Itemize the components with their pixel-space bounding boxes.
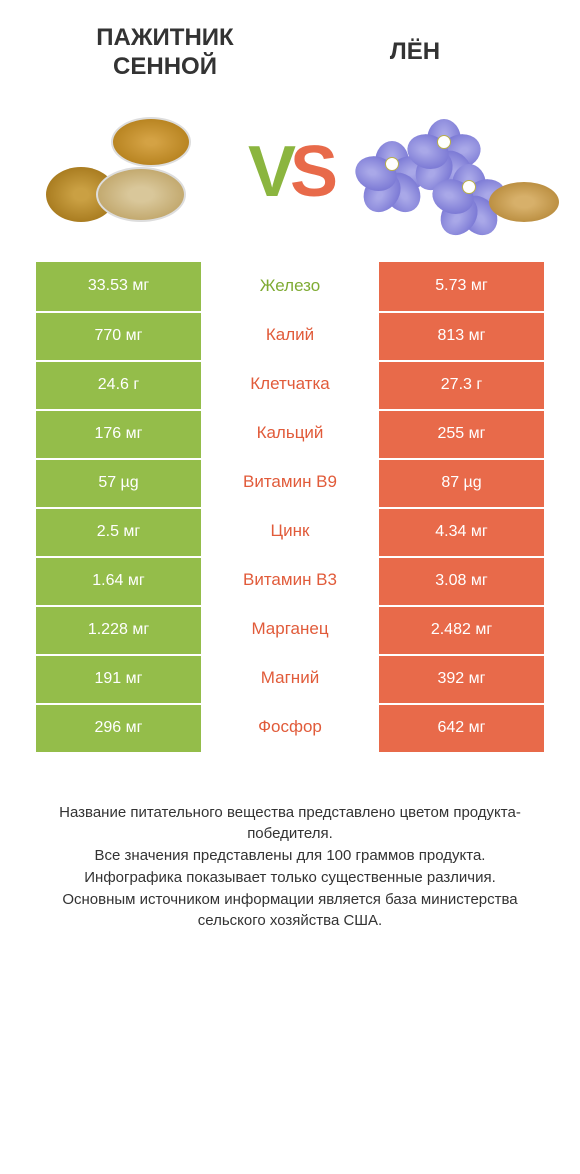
header: ПАЖИТНИК СЕННОЙ ЛЁН [0,0,580,92]
nutrient-label: Цинк [201,507,379,556]
right-value: 642 мг [379,703,544,752]
right-value: 5.73 мг [379,262,544,311]
product-right-title-wrap: ЛЁН [290,24,540,82]
vs-s: S [290,132,332,212]
product-images-row: VS [0,92,580,262]
right-value: 3.08 мг [379,556,544,605]
table-row: 1.64 мгВитамин B33.08 мг [36,556,544,605]
right-value: 392 мг [379,654,544,703]
vs-label: VS [242,131,338,213]
nutrient-label: Кальций [201,409,379,458]
right-value: 4.34 мг [379,507,544,556]
product-left-title: ПАЖИТНИК СЕННОЙ [40,24,290,82]
right-value: 87 µg [379,458,544,507]
left-value: 57 µg [36,458,201,507]
left-value: 33.53 мг [36,262,201,311]
nutrient-label: Магний [201,654,379,703]
footnote-line: Название питательного вещества представл… [28,802,552,846]
left-value: 191 мг [36,654,201,703]
nutrient-label: Витамин B3 [201,556,379,605]
table-row: 770 мгКалий813 мг [36,311,544,360]
left-value: 24.6 г [36,360,201,409]
comparison-table: 33.53 мгЖелезо5.73 мг770 мгКалий813 мг24… [0,262,580,752]
right-value: 2.482 мг [379,605,544,654]
product-left-title-wrap: ПАЖИТНИК СЕННОЙ [40,24,290,82]
table-row: 33.53 мгЖелезо5.73 мг [36,262,544,311]
nutrient-label: Марганец [201,605,379,654]
vs-v: V [248,132,290,212]
right-value: 27.3 г [379,360,544,409]
left-value: 176 мг [36,409,201,458]
table-row: 57 µgВитамин B987 µg [36,458,544,507]
table-row: 191 мгМагний392 мг [36,654,544,703]
footnotes: Название питательного вещества представл… [0,752,580,933]
right-value: 255 мг [379,409,544,458]
left-value: 1.228 мг [36,605,201,654]
nutrient-label: Фосфор [201,703,379,752]
left-value: 770 мг [36,311,201,360]
footnote-line: Все значения представлены для 100 граммо… [28,845,552,867]
nutrient-label: Витамин B9 [201,458,379,507]
product-right-title: ЛЁН [390,38,440,67]
nutrient-label: Железо [201,262,379,311]
right-value: 813 мг [379,311,544,360]
footnote-line: Основным источником информации является … [28,889,552,933]
flax-icon [349,107,549,237]
left-value: 2.5 мг [36,507,201,556]
table-row: 296 мгФосфор642 мг [36,703,544,752]
nutrient-label: Клетчатка [201,360,379,409]
left-value: 296 мг [36,703,201,752]
table-row: 24.6 гКлетчатка27.3 г [36,360,544,409]
footnote-line: Инфографика показывает только существенн… [28,867,552,889]
table-row: 2.5 мгЦинк4.34 мг [36,507,544,556]
table-row: 176 мгКальций255 мг [36,409,544,458]
table-row: 1.228 мгМарганец2.482 мг [36,605,544,654]
left-value: 1.64 мг [36,556,201,605]
product-right-image [338,107,560,237]
fenugreek-icon [41,112,221,232]
nutrient-label: Калий [201,311,379,360]
product-left-image [20,107,242,237]
